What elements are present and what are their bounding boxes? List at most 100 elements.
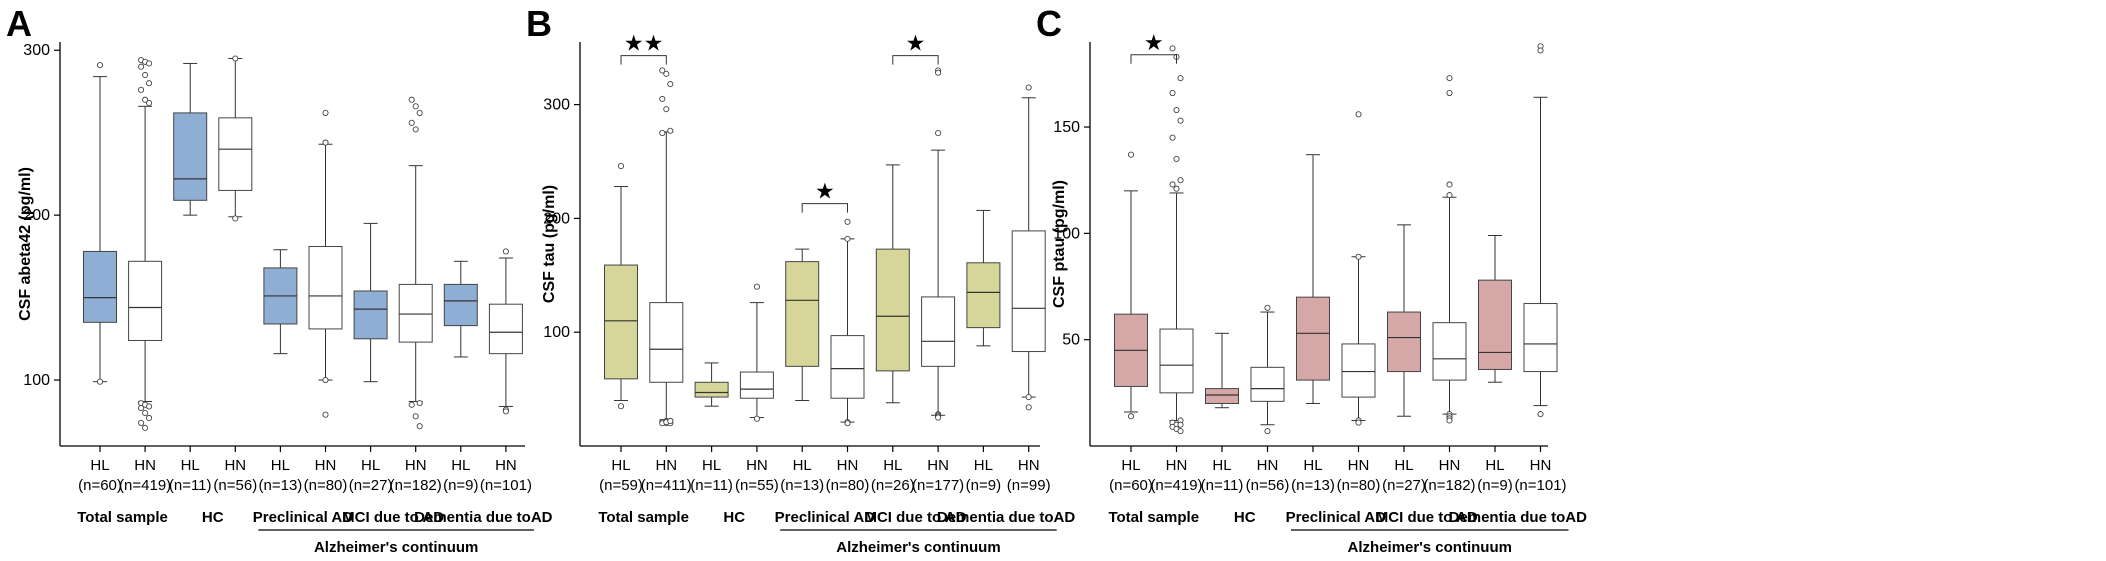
box-3: HN (n=55)	[735, 283, 779, 494]
outlier-point	[1355, 419, 1362, 426]
panel-a: A CSF abeta42 (pg/ml) 100 200 300 HL (n=60) HN (…	[6, 3, 553, 556]
category-label: HN	[837, 457, 859, 474]
sample-size-label: (n=13)	[259, 477, 303, 494]
iqr-box	[128, 260, 163, 341]
iqr-box	[1478, 279, 1512, 370]
outlier-point	[1264, 304, 1271, 311]
outlier-point	[1355, 253, 1362, 260]
category-label: HN	[134, 457, 156, 474]
outlier-point	[1169, 89, 1176, 97]
box-7: HN (n=182)	[390, 96, 442, 494]
iqr-box	[875, 248, 910, 372]
sample-size-label: (n=182)	[390, 477, 442, 494]
sample-size-label: (n=177)	[912, 477, 964, 494]
group-label: HC	[202, 509, 224, 526]
outlier-point	[1264, 428, 1271, 435]
group-label: HC	[1234, 509, 1256, 526]
iqr-box	[398, 283, 433, 343]
outlier-point	[408, 401, 415, 408]
category-label: HN	[746, 457, 768, 474]
group-label: Preclinical AD	[253, 509, 353, 526]
iqr-box	[1523, 303, 1558, 373]
iqr-box	[308, 245, 343, 330]
outlier-point	[663, 106, 670, 113]
box-8: HL (n=9)	[966, 209, 1001, 494]
outlier-point	[408, 119, 415, 126]
box-9: HN (n=99)	[1007, 84, 1051, 494]
outlier-point	[667, 127, 674, 134]
category-label: HL	[1121, 457, 1140, 474]
outlier-point	[667, 81, 674, 88]
outlier-point	[1025, 84, 1032, 91]
box-6: HL (n=27)	[1382, 224, 1426, 494]
outlier-point	[844, 420, 851, 427]
box-1: HN (n=419)	[1150, 45, 1203, 494]
y-axis-label: CSF ptau (pg/ml)	[1051, 180, 1068, 308]
group-label: Dementia due toAD	[414, 509, 553, 526]
y-tick-label: 100	[23, 372, 50, 389]
outlier-point	[96, 62, 104, 69]
group-label: Preclinical AD	[775, 509, 875, 526]
sample-size-label: (n=101)	[480, 477, 532, 494]
box-7: HN (n=182)	[1423, 75, 1476, 494]
group-label: Total sample	[77, 509, 168, 526]
outlier-point	[416, 400, 423, 407]
iqr-box	[1159, 328, 1194, 394]
sample-size-label: (n=411)	[641, 477, 692, 494]
box-4: HL (n=13)	[259, 249, 303, 494]
significance-stars: ★★	[624, 32, 663, 57]
category-label: HL	[974, 457, 993, 474]
outlier-point	[1173, 185, 1180, 192]
outlier-point	[146, 414, 153, 422]
sample-size-label: (n=59)	[599, 477, 643, 494]
category-label: HN	[1166, 457, 1188, 474]
iqr-box	[443, 283, 478, 327]
iqr-box	[966, 262, 1001, 329]
box-2: HL (n=11)	[1201, 332, 1243, 494]
sample-size-label: (n=9)	[1477, 477, 1512, 494]
significance-stars: ★	[815, 180, 835, 205]
outlier-point	[146, 403, 153, 410]
category-label: HN	[224, 457, 246, 474]
sample-size-label: (n=56)	[1246, 477, 1290, 494]
sample-size-label: (n=26)	[871, 477, 915, 494]
outlier-point	[617, 162, 625, 170]
category-label: HL	[451, 457, 470, 474]
outlier-point	[1173, 155, 1180, 162]
panel-letter: B	[526, 3, 552, 44]
outlier-point	[1446, 89, 1453, 97]
iqr-box	[218, 117, 253, 191]
outlier-point	[146, 80, 153, 87]
sample-size-label: (n=419)	[1150, 477, 1202, 494]
category-label: HN	[1348, 457, 1370, 474]
sample-size-label: (n=27)	[349, 477, 393, 494]
y-tick-label: 150	[1053, 119, 1080, 136]
iqr-box	[694, 381, 729, 398]
box-4: HL (n=13)	[780, 248, 824, 494]
box-0: HL (n=60)	[78, 62, 122, 494]
iqr-box	[1011, 230, 1046, 353]
group-label: MCI due to AD	[864, 509, 966, 526]
outlier-point	[322, 376, 329, 384]
outlier-point	[935, 414, 942, 421]
outlier-point	[659, 67, 666, 74]
y-tick-label: 200	[23, 207, 50, 224]
outlier-point	[844, 235, 851, 242]
box-4: HL (n=13)	[1291, 154, 1335, 494]
outlier-point	[146, 60, 153, 67]
box-8: HL (n=9)	[443, 260, 479, 494]
outlier-point	[412, 126, 419, 133]
continuum-label: Alzheimer's continuum	[1348, 539, 1512, 556]
iqr-box	[1387, 311, 1421, 373]
sample-size-label: (n=419)	[119, 477, 171, 494]
outlier-point	[1169, 134, 1176, 141]
outlier-point	[1446, 417, 1453, 424]
iqr-box	[1250, 366, 1285, 402]
outlier-point	[1177, 177, 1184, 184]
category-label: HL	[883, 457, 902, 474]
category-label: HL	[1303, 457, 1322, 474]
outlier-point	[667, 417, 674, 425]
significance-bracket	[620, 55, 667, 65]
outlier-point	[1446, 75, 1453, 82]
